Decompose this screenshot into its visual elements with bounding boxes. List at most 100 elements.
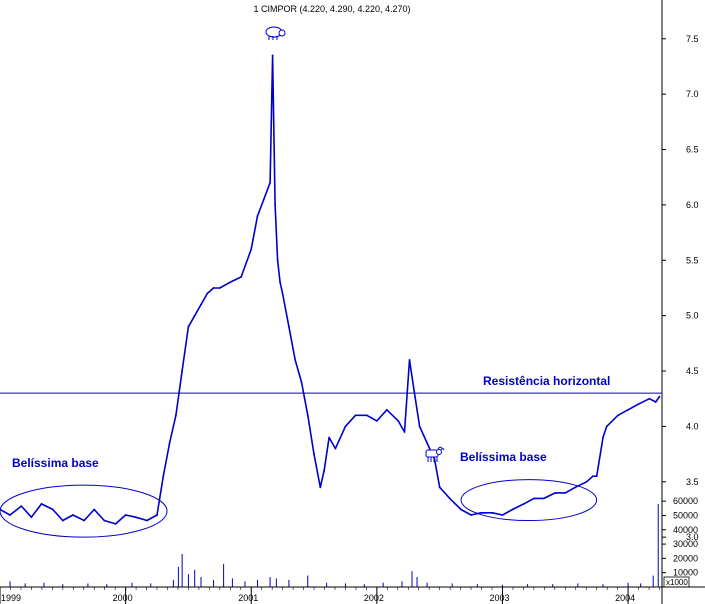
price-point — [344, 425, 347, 428]
price-point — [328, 436, 331, 439]
price-point — [319, 486, 322, 489]
volume-tick-label: 30000 — [673, 539, 698, 549]
price-point — [306, 414, 309, 417]
price-tick-label: 7.5 — [686, 34, 699, 44]
price-point — [114, 522, 117, 525]
price-point — [602, 436, 604, 439]
volume-tick-label: 50000 — [673, 510, 698, 520]
time-tick-label: 2003 — [489, 593, 509, 603]
price-point — [20, 505, 23, 508]
price-point — [354, 414, 357, 417]
price-tick-label: 6.5 — [686, 145, 699, 155]
time-tick-label: 1999 — [1, 593, 21, 603]
price-point — [134, 516, 137, 519]
price-point — [460, 508, 462, 511]
price-point — [83, 519, 86, 522]
price-point — [323, 469, 325, 472]
volume-axis: 10000 20000 30000 40000 50000 60000 x1000 — [662, 496, 698, 588]
price-point — [168, 442, 171, 444]
price-point — [262, 198, 265, 201]
price-point — [240, 275, 243, 278]
price-point — [71, 514, 74, 516]
price-point — [605, 425, 608, 428]
price-point — [9, 514, 11, 516]
icons — [265, 26, 445, 462]
bull-icon — [425, 446, 445, 462]
price-point — [627, 408, 629, 411]
volume-unit-label: x1000 — [666, 578, 688, 587]
volume-tick-label: 60000 — [673, 496, 698, 506]
price-point — [162, 475, 165, 478]
price-point — [300, 381, 303, 384]
price-point — [491, 511, 494, 514]
volume-tick-label: 20000 — [673, 553, 698, 563]
price-point — [403, 431, 406, 433]
price-point — [385, 408, 388, 411]
price-point — [438, 486, 441, 489]
price-point — [218, 287, 221, 289]
price-point — [271, 54, 274, 57]
price-point — [658, 395, 661, 398]
price-point — [448, 497, 451, 500]
price-point — [200, 303, 202, 306]
price-point — [187, 325, 190, 328]
price-point — [93, 508, 96, 511]
price-point — [511, 508, 514, 511]
price-point — [480, 511, 483, 514]
price-point — [554, 491, 557, 494]
price-point — [294, 359, 297, 361]
price-point — [250, 248, 253, 251]
price-point — [51, 508, 54, 511]
price-point — [212, 287, 215, 289]
time-tick-label: 2002 — [364, 593, 384, 603]
base-label: Belíssima base — [460, 450, 547, 464]
price-point — [585, 480, 588, 483]
price-tick-label: 3.5 — [686, 477, 699, 487]
price-point — [637, 403, 640, 406]
price-tick-label: 5.5 — [686, 255, 699, 265]
price-point — [279, 281, 282, 284]
base-ellipse — [0, 484, 168, 538]
price-point — [156, 514, 158, 516]
price-point — [288, 325, 290, 328]
price-point — [501, 514, 504, 516]
price-point — [30, 516, 33, 519]
price-point — [595, 475, 598, 478]
price-point — [256, 215, 259, 217]
price-point — [281, 292, 284, 295]
annotations: Resistência horizontal Belíssima base Belí… — [0, 374, 662, 538]
price-point — [426, 442, 428, 444]
price-tick-label: 3.0 — [686, 532, 699, 542]
price-point — [648, 397, 651, 400]
price-point — [543, 497, 545, 500]
price-point — [574, 486, 577, 489]
price-tick-label: 5.0 — [686, 311, 699, 321]
price-tick-label: 6.0 — [686, 200, 699, 210]
price-point — [592, 475, 594, 478]
price-point — [61, 519, 64, 522]
chart-title: 1 CIMPOR (4.220, 4.290, 4.220, 4.270) — [253, 4, 410, 14]
price-point — [174, 414, 177, 417]
price-point — [397, 419, 400, 422]
price-point — [408, 359, 411, 361]
price-point — [146, 519, 148, 522]
price-series — [0, 54, 661, 525]
price-point — [522, 503, 525, 505]
base-label: Belíssima base — [12, 456, 99, 470]
price-point — [276, 259, 279, 262]
bear-icon — [265, 26, 286, 40]
time-axis: 1999 2000 2001 2002 2003 2004 — [0, 587, 660, 604]
price-point — [274, 203, 277, 206]
base-ellipse — [460, 479, 598, 522]
price-point — [193, 314, 196, 317]
price-point — [228, 281, 231, 284]
price-point — [181, 370, 184, 372]
resistance-label: Resistência horizontal — [483, 374, 610, 388]
price-point — [365, 414, 368, 417]
price-point — [470, 514, 472, 516]
price-point — [269, 181, 271, 184]
price-line — [0, 54, 661, 525]
time-tick-label: 2001 — [238, 593, 258, 603]
price-axis: 3.0 3.5 4.0 4.5 5.0 5.5 6.0 6.5 7.0 7.5 — [662, 34, 699, 542]
